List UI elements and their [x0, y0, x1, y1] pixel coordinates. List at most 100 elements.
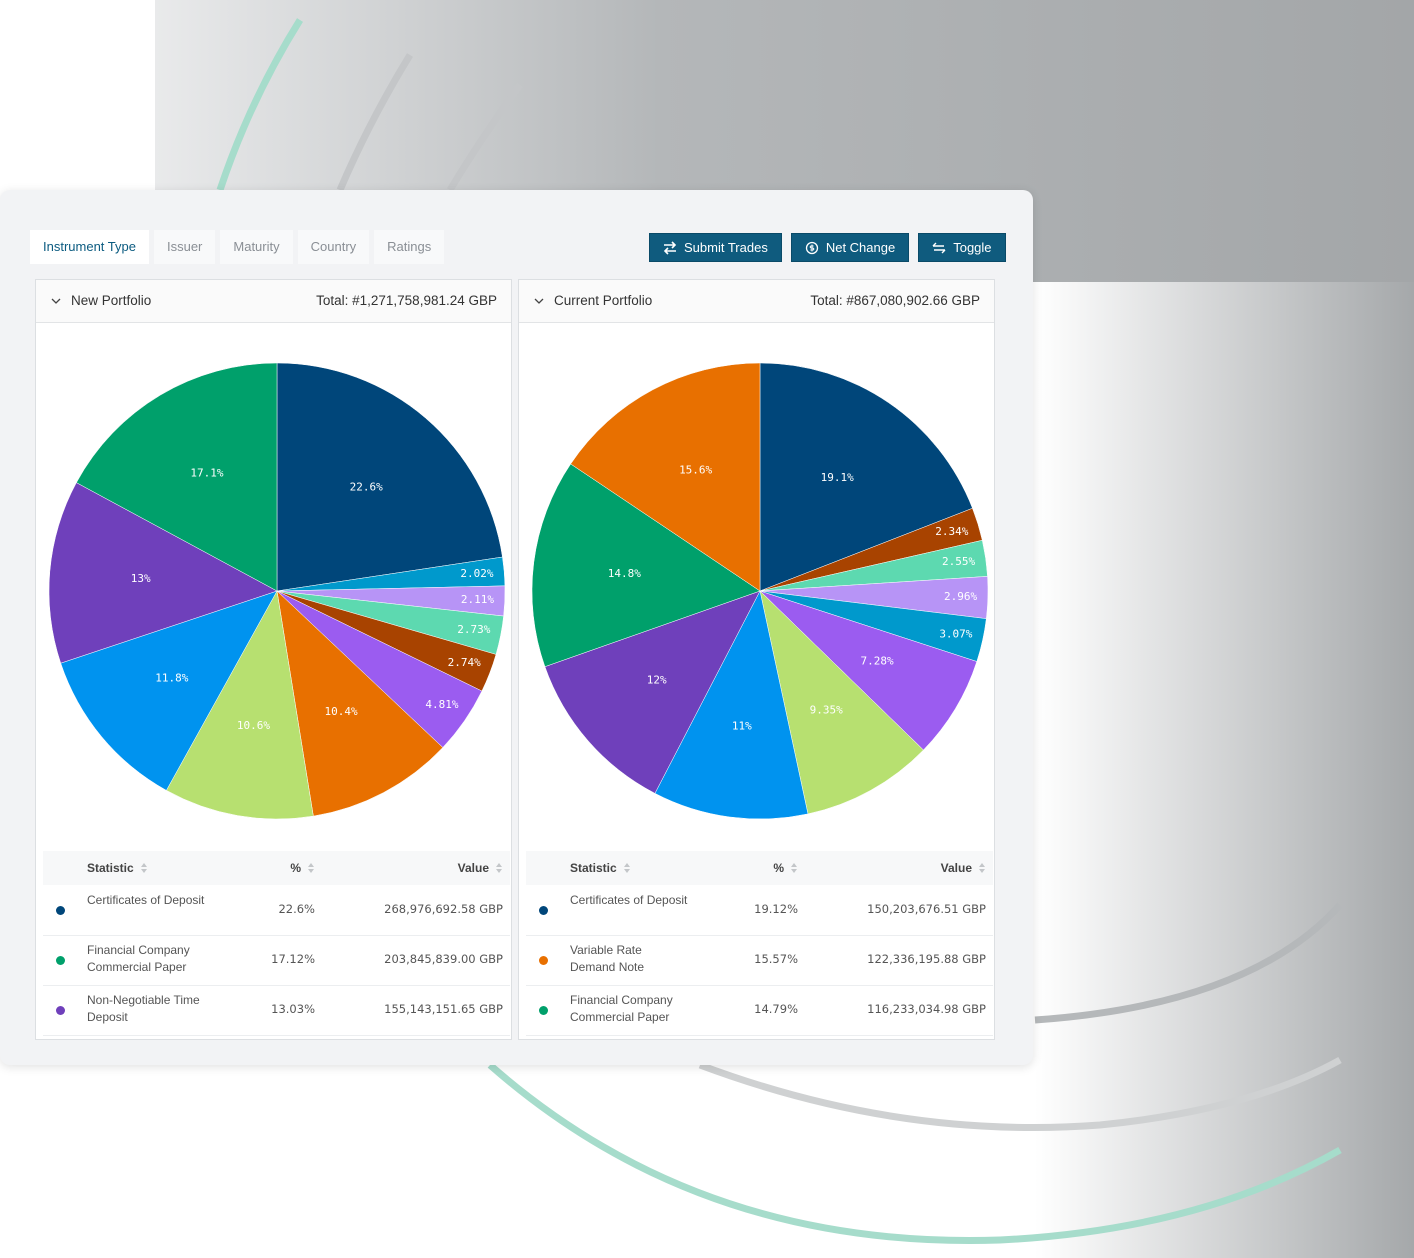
column-header-label: % [290, 861, 301, 875]
pie-value-label: 2.11% [461, 593, 494, 606]
panel-total: Total: #1,271,758,981.24 GBP [316, 293, 497, 308]
button-label: Toggle [953, 240, 992, 255]
pie-value-label: 9.35% [810, 704, 843, 717]
column-header[interactable]: % [290, 861, 315, 875]
row-value: 116,233,034.98 GBP [867, 1002, 986, 1016]
row-name: Variable Rate Demand Note [570, 943, 645, 974]
sort-icon [308, 863, 314, 873]
row-percent: 22.6% [278, 902, 315, 916]
panel-title: New Portfolio [71, 293, 152, 308]
column-header[interactable]: Statistic [570, 861, 631, 875]
panel-header: Current Portfolio Total: #867,080,902.66 … [519, 280, 994, 323]
table-row: Certificates of Deposit 19.12% 150,203,676… [526, 885, 993, 936]
column-header[interactable]: Value [458, 861, 503, 875]
pie-slice [759, 590, 978, 751]
pie-value-label: 10.6% [237, 719, 270, 732]
row-percent: 17.12% [271, 952, 315, 966]
row-percent: 14.79% [754, 1002, 798, 1016]
sort-icon [496, 863, 502, 873]
pie-slice [166, 590, 314, 820]
pie-chart: 19.1% 2.34% 2.55% 2.96% 3.07% 7.28% 9.35% 11% 12… [531, 362, 989, 820]
column-header[interactable]: Value [941, 861, 986, 875]
panel-title: Current Portfolio [554, 293, 653, 308]
column-header[interactable]: Statistic [87, 861, 148, 875]
tab-bar: Instrument Type Issuer Maturity Country Rati… [30, 230, 445, 264]
button-icon [932, 242, 946, 253]
pie-value-label: 3.07% [939, 627, 972, 640]
pie-value-label: 12% [647, 674, 667, 687]
row-percent: 15.57% [754, 952, 798, 966]
column-header-label: Value [457, 861, 489, 875]
legend-dot [56, 1006, 65, 1015]
pie-value-label: 10.4% [324, 705, 357, 718]
pie-slice [654, 590, 809, 820]
row-name: Non-Negotiable Time Deposit [87, 993, 200, 1024]
sort-icon [140, 863, 147, 873]
tab[interactable]: Issuer [153, 230, 216, 264]
row-value: 155,143,151.65 GBP [384, 1002, 503, 1016]
tab[interactable]: Country [297, 230, 370, 264]
row-value: 268,976,692.58 GBP [384, 902, 503, 916]
row-value: 122,336,195.88 GBP [867, 952, 986, 966]
pie-slice [76, 362, 278, 592]
column-header-label: % [773, 861, 784, 875]
legend-dot [539, 906, 548, 915]
table-row: Non-Negotiable Time Deposit 13.03% 155,143… [43, 985, 510, 1036]
pie-value-label: 13% [131, 572, 151, 585]
pie-value-label: 7.28% [861, 655, 894, 668]
sort-icon [791, 863, 797, 873]
row-value: 150,203,676.51 GBP [867, 902, 986, 916]
button-bar: Submit Trades Net Change Toggle [649, 233, 1006, 262]
backdrop-side [1035, 282, 1414, 1258]
table-row: Financial Company Commercial Paper 17.12%… [43, 935, 510, 986]
pie-slice [276, 590, 444, 817]
button[interactable]: Toggle [918, 233, 1006, 262]
legend-dot [56, 956, 65, 965]
button-label: Net Change [825, 240, 896, 255]
button[interactable]: Net Change [790, 233, 910, 262]
table-row: Variable Rate Demand Note 15.57% 122,336,1… [526, 935, 993, 986]
legend-dot [539, 1006, 548, 1015]
pie-value-label: 15.6% [679, 463, 712, 476]
button[interactable]: Submit Trades [649, 233, 782, 262]
portfolio-panel: Current Portfolio Total: #867,080,902.66 … [518, 279, 995, 1040]
pie-value-label: 4.81% [425, 698, 458, 711]
tab[interactable]: Ratings [374, 230, 445, 264]
row-percent: 13.03% [271, 1002, 315, 1016]
pie-slice [759, 362, 973, 592]
pie-value-label: 2.55% [942, 555, 975, 568]
panel-total: Total: #867,080,902.66 GBP [810, 293, 980, 308]
table-header: Statistic% Value [43, 851, 510, 885]
pie-value-label: 11% [732, 720, 752, 733]
table-row: Certificates of Deposit 22.6% 268,976,692.… [43, 885, 510, 936]
column-header-label: Statistic [570, 861, 617, 875]
pie-chart: 22.6% 2.02% 2.11% 2.73% 2.74% 4.81% 10.4% 10.6%… [48, 362, 506, 820]
row-value: 203,845,839.00 GBP [384, 952, 503, 966]
pie-value-label: 17.1% [190, 467, 223, 480]
legend-dot [539, 956, 548, 965]
legend-dot [56, 906, 65, 915]
column-header-label: Statistic [87, 861, 134, 875]
pie-slice [60, 590, 278, 791]
pie-slice [531, 463, 761, 667]
button-icon [805, 241, 818, 254]
portfolio-panel: New Portfolio Total: #1,271,758,981.24 GB… [35, 279, 512, 1040]
row-name: Financial Company Commercial Paper [87, 943, 190, 974]
button-icon [663, 240, 677, 255]
button-label: Submit Trades [684, 240, 768, 255]
sort-icon [623, 863, 630, 873]
pie-value-label: 2.74% [448, 656, 481, 669]
pie-value-label: 2.34% [935, 525, 968, 538]
collapse-chevron[interactable] [533, 295, 545, 307]
tab[interactable]: Maturity [220, 230, 293, 264]
column-header[interactable]: % [773, 861, 798, 875]
tab[interactable]: Instrument Type [30, 230, 149, 264]
sort-icon [979, 863, 985, 873]
pie-value-label: 22.6% [350, 480, 383, 493]
collapse-chevron[interactable] [50, 295, 62, 307]
pie-value-label: 19.1% [821, 471, 854, 484]
panel-header: New Portfolio Total: #1,271,758,981.24 GB… [36, 280, 511, 323]
pie-slice [759, 590, 924, 815]
